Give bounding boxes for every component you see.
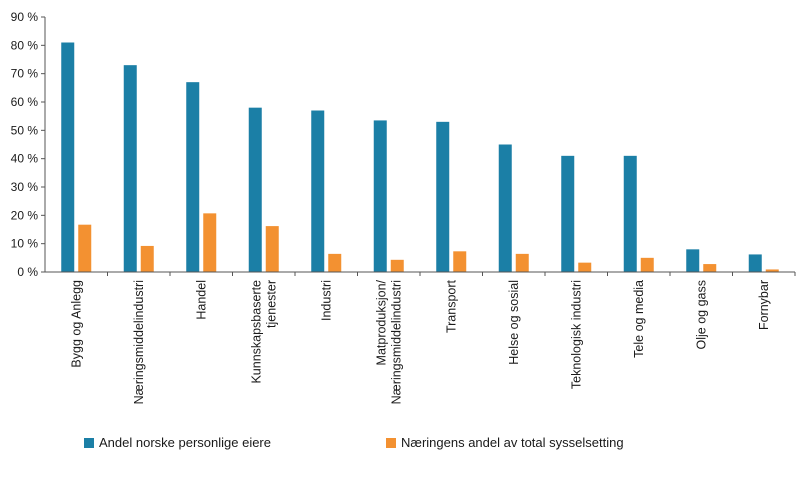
legend-swatch-0 [84, 438, 94, 448]
legend-label-1: Næringens andel av total sysselsetting [401, 435, 624, 450]
bar-owners-10 [686, 249, 700, 272]
bar-employment-10 [703, 264, 717, 272]
x-axis: Bygg og Anlegg Næringsmiddelindustri Hande… [45, 271, 796, 404]
y-tick-label: 20 % [11, 208, 39, 222]
x-tick-label: Helse og sosial [507, 280, 521, 365]
bar-owners-2 [186, 82, 200, 273]
bar-owners-7 [498, 144, 512, 272]
bar-employment-7 [515, 253, 529, 272]
legend: Andel norske personlige eiere Næringens a… [84, 435, 624, 450]
y-axis: 0 % 10 % 20 % 30 % 40 % 50 % 60 % 70 % 80 % 90 % [11, 10, 46, 279]
bar-employment-5 [390, 259, 404, 272]
bar-employment-2 [203, 213, 217, 272]
y-tick-label: 50 % [11, 123, 39, 137]
bar-employment-6 [453, 251, 467, 272]
bar-employment-1 [140, 245, 154, 272]
x-tick-label: Olje og gass [694, 280, 708, 349]
x-tick-label: Matproduksjon/ [374, 279, 388, 365]
bar-owners-0 [61, 42, 75, 272]
y-tick-label: 80 % [11, 38, 39, 52]
bar-owners-8 [561, 155, 575, 272]
bar-employment-9 [640, 257, 654, 272]
bar-employment-0 [78, 224, 92, 272]
y-tick-label: 90 % [11, 10, 39, 24]
y-tick-label: 0 % [17, 265, 38, 279]
y-tick-label: 60 % [11, 95, 39, 109]
y-tick-label: 70 % [11, 67, 39, 81]
y-tick-label: 10 % [11, 237, 39, 251]
bar-owners-11 [748, 254, 762, 272]
x-tick-label: Industri [319, 280, 333, 321]
x-tick-label: Bygg og Anlegg [69, 280, 83, 368]
bar-owners-4 [311, 110, 325, 272]
bars-group [61, 42, 779, 273]
y-tick-label: 30 % [11, 180, 39, 194]
bar-owners-6 [436, 121, 450, 272]
bar-employment-4 [328, 253, 342, 272]
x-tick-label: tjenester [264, 280, 278, 328]
bar-employment-8 [578, 262, 592, 272]
y-tick-label: 40 % [11, 152, 39, 166]
bar-owners-3 [248, 107, 262, 273]
bar-owners-5 [373, 120, 387, 273]
legend-swatch-1 [386, 438, 396, 448]
x-tick-label: Kunnskapsbaserte [249, 280, 263, 384]
x-tick-label: Næringsmiddelindustri [132, 280, 146, 404]
bar-employment-3 [265, 226, 279, 272]
bar-employment-11 [765, 269, 779, 272]
legend-label-0: Andel norske personlige eiere [99, 435, 271, 450]
x-tick-label: Teknologisk industri [569, 280, 583, 389]
x-tick-label: Handel [194, 280, 208, 320]
x-tick-label: Transport [444, 279, 458, 333]
x-tick-label: Næringsmiddelindustri [389, 280, 403, 404]
bar-owners-1 [123, 65, 137, 273]
x-tick-label: Fornybar [757, 280, 771, 330]
x-tick-label: Tele og media [632, 280, 646, 358]
bar-owners-9 [623, 155, 637, 272]
